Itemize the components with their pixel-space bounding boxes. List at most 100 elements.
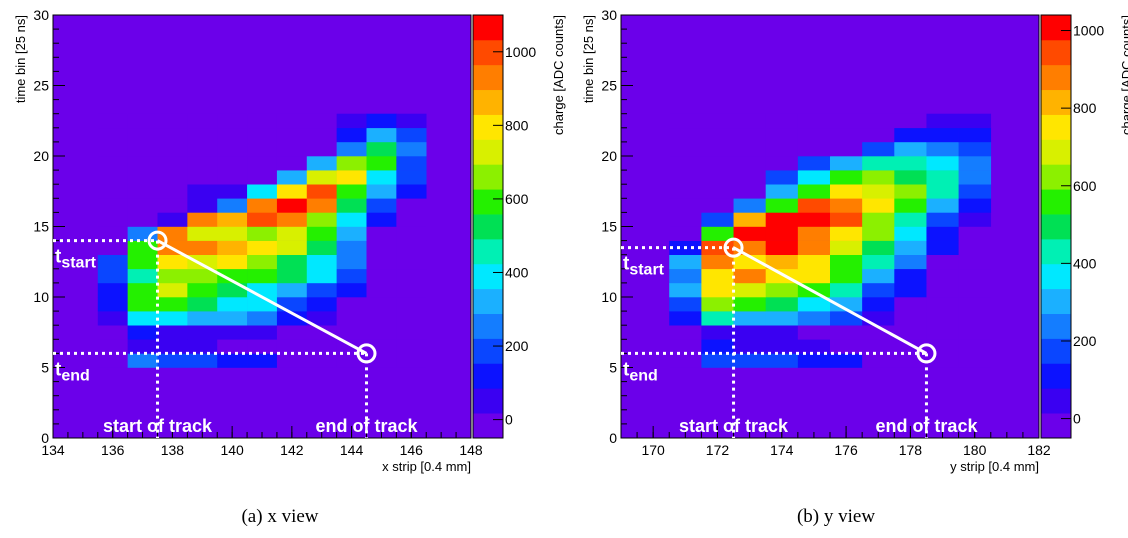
y-tick-label: 25 — [33, 78, 49, 94]
heatmap-cell — [187, 127, 218, 143]
heatmap-cell — [894, 254, 927, 270]
heatmap-cell — [958, 170, 992, 185]
heatmap-cell — [127, 297, 158, 312]
heatmap-cell — [187, 170, 218, 185]
heatmap-cell — [366, 254, 397, 270]
heatmap-cell — [217, 141, 248, 157]
colorbar-bin — [1041, 89, 1071, 115]
heatmap-cell — [217, 339, 248, 354]
heatmap-cell — [396, 311, 427, 326]
heatmap-cell — [247, 353, 278, 368]
heatmap-cell — [669, 325, 702, 340]
heatmap-cell — [217, 353, 248, 368]
heatmap-cell — [701, 339, 734, 354]
heatmap-cell — [306, 325, 337, 340]
heatmap-cell — [366, 127, 397, 143]
colorbar-bin — [1041, 114, 1071, 140]
colorbar-bin — [473, 139, 503, 165]
heatmap-cell — [926, 254, 959, 270]
heatmap-cell — [733, 353, 766, 368]
heatmap-cell — [97, 311, 128, 326]
heatmap-cell — [894, 127, 927, 143]
t-end-symbol: t — [623, 359, 630, 380]
heatmap-cell — [217, 156, 248, 171]
heatmap-cell — [958, 254, 992, 270]
heatmap-cell — [701, 141, 734, 157]
heatmap-cell — [958, 282, 992, 298]
heatmap-cell — [894, 170, 927, 185]
heatmap-cell — [765, 339, 799, 354]
heatmap-cell — [765, 240, 799, 255]
heatmap-cell — [157, 198, 188, 213]
colorbar-bin — [1041, 313, 1071, 339]
heatmap-cell — [217, 170, 248, 185]
heatmap-cell — [306, 353, 337, 368]
heatmap-cell — [396, 113, 427, 129]
y-tick-label: 0 — [609, 430, 617, 446]
y-tick-label: 10 — [33, 289, 49, 305]
heatmap-cell — [187, 226, 218, 241]
x-tick-label: 174 — [770, 442, 794, 458]
heatmap-cell — [669, 198, 702, 213]
heatmap-cell — [765, 353, 799, 368]
heatmap-cell — [306, 212, 337, 227]
heatmap-cell — [926, 325, 959, 340]
heatmap-cell — [97, 297, 128, 312]
colorbar-tick-label: 0 — [505, 412, 513, 428]
heatmap-cell — [958, 353, 992, 368]
heatmap-cell — [958, 113, 992, 129]
y-tick-label: 5 — [609, 360, 617, 376]
heatmap-cell — [396, 268, 427, 284]
colorbar-bin — [1041, 214, 1071, 240]
heatmap-cell — [217, 184, 248, 199]
x-tick-label: 140 — [220, 442, 244, 458]
heatmap-cell — [862, 184, 895, 199]
x-tick-label: 134 — [41, 442, 65, 458]
heatmap-cell — [396, 184, 427, 199]
heatmap-cell — [396, 339, 427, 354]
heatmap-cell — [396, 226, 427, 241]
heatmap-cell — [396, 325, 427, 340]
heatmap-cell — [127, 353, 158, 368]
heatmap-cell — [366, 184, 397, 199]
heatmap-cell — [276, 325, 308, 340]
heatmap-cell — [765, 325, 799, 340]
heatmap-cell — [862, 254, 895, 270]
heatmap-cell — [733, 113, 766, 129]
heatmap-cell — [157, 127, 188, 143]
heatmap-cell — [247, 113, 278, 129]
heatmap-cell — [396, 353, 427, 368]
heatmap-cell — [396, 297, 427, 312]
heatmap-cell — [247, 198, 278, 213]
colorbar-bin — [473, 64, 503, 91]
x-tick-label: 180 — [963, 442, 987, 458]
heatmap-cell — [187, 141, 218, 157]
heatmap-cell — [797, 325, 831, 340]
heatmap-cell — [733, 184, 766, 199]
heatmap-cell — [336, 212, 367, 227]
heatmap-cell — [669, 353, 702, 368]
heatmap-cell — [669, 212, 702, 227]
heatmap-cell — [958, 226, 992, 241]
heatmap-cell — [765, 156, 799, 171]
heatmap-cell — [187, 325, 218, 340]
colorbar-tick-label: 600 — [1073, 178, 1097, 194]
heatmap-cell — [396, 198, 427, 213]
heatmap-cell — [366, 268, 397, 284]
colorbar-bin — [473, 114, 503, 140]
heatmap-cell — [862, 141, 895, 157]
heatmap-cell — [396, 240, 427, 255]
heatmap-cell — [894, 212, 927, 227]
t-end-label: tend — [623, 359, 658, 384]
heatmap-cell — [797, 268, 831, 284]
heatmap-cell — [276, 170, 308, 185]
track-start-marker — [723, 237, 744, 258]
heatmap-cell — [396, 212, 427, 227]
heatmap-cell — [336, 156, 367, 171]
heatmap-cell — [733, 127, 766, 143]
heatmap-cell — [306, 297, 337, 312]
heatmap-cell — [765, 282, 799, 298]
colorbar-bin — [1041, 15, 1071, 41]
colorbar-bin — [473, 388, 503, 414]
heatmap-cell — [894, 198, 927, 213]
